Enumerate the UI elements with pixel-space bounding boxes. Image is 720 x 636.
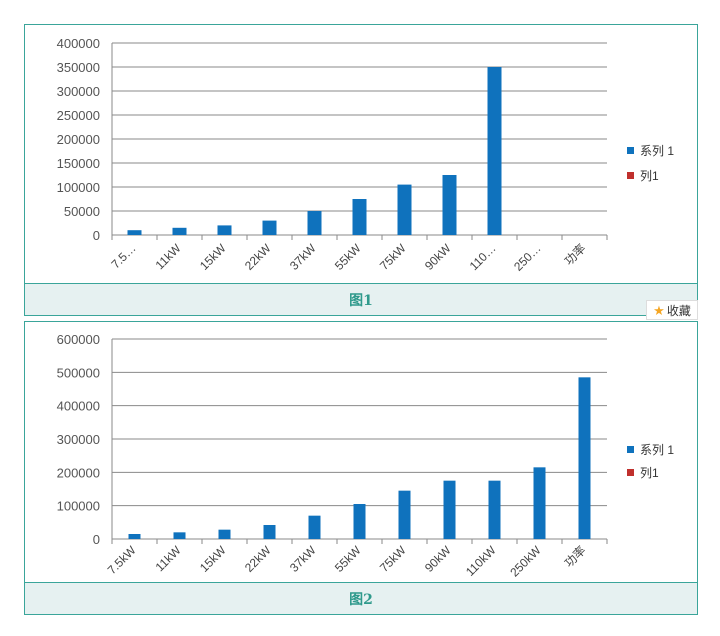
x-tick-label: 15kW [197,241,229,273]
bar-55kW [352,199,367,235]
x-tick-label: 90kW [422,543,454,575]
bar-chart-2: 0 100000 200000 300000 400000 500000 600000 7.5… [57,332,675,580]
legend-swatch [627,147,634,154]
bar-37kW [307,211,322,235]
x-tick-label: 11kW [153,241,184,272]
x-tick-label: 75kW [377,543,409,575]
figure-caption-2: 图2 [25,582,697,614]
bar-chart-1: 0 50000 100000 150000 200000 250000 300000 3500… [57,36,675,274]
bar-11kW [173,532,186,539]
y-tick-label: 200000 [57,132,100,147]
bar-15kW [218,529,231,539]
x-tick-label: 37kW [287,543,319,575]
y-tick-label: 150000 [57,156,100,171]
y-tick-label: 300000 [57,432,100,447]
x-tick-label: 7.5… [108,241,138,271]
bar-90kW [443,480,456,539]
x-tick-label: 7.5kW [105,543,139,577]
x-tick-label: 55kW [332,543,364,575]
chart-panel-2: 0 100000 200000 300000 400000 500000 600000 7.5… [24,321,698,615]
bar-11kW [172,227,187,235]
y-tick-label: 400000 [57,36,100,51]
y-tick-label: 0 [93,228,100,243]
x-tick-label: 功率 [561,241,589,269]
legend-label: 列1 [640,169,659,183]
y-tick-label: 400000 [57,399,100,414]
x-tick-label: 22kW [242,241,274,273]
legend-label: 系列 1 [640,144,674,158]
save-button[interactable]: ★ 收藏 [646,300,698,320]
legend: 系列 1 列1 [627,443,674,480]
x-tick-label: 75kW [377,241,409,273]
x-tick-label: 250… [511,241,544,274]
bar-55kW [353,504,366,539]
bar-15kW [217,225,232,235]
legend-swatch [627,469,634,476]
bar-250kW [533,467,546,539]
figure-caption-1: 图1 [25,283,697,315]
x-tick-label: 11kW [153,543,184,574]
legend-label: 系列 1 [640,443,674,457]
y-tick-label: 100000 [57,499,100,514]
x-tick-label: 22kW [242,543,274,575]
legend-swatch [627,446,634,453]
bar-37kW [308,515,321,539]
bar-110kW [488,480,501,539]
save-button-label: 收藏 [666,303,691,318]
y-tick-label: 350000 [57,60,100,75]
bar-7.5… [127,230,142,235]
y-tick-label: 100000 [57,180,100,195]
star-icon: ★ [653,302,665,318]
legend: 系列 1 列1 [627,144,674,183]
bar-功率 [578,377,591,539]
bar-22kW [263,525,276,539]
y-tick-label: 300000 [57,84,100,99]
bar-7.5kW [128,534,141,539]
bar-75kW [397,184,412,235]
x-tick-label: 110… [467,241,499,273]
y-tick-label: 200000 [57,465,100,480]
legend-swatch [627,172,634,179]
bar-75kW [398,490,411,539]
x-tick-label: 37kW [287,241,319,273]
y-tick-label: 600000 [57,332,100,347]
y-tick-label: 250000 [57,108,100,123]
legend-label: 列1 [640,466,659,480]
x-tick-label: 功率 [561,543,589,571]
x-tick-label: 15kW [197,543,229,575]
x-tick-label: 55kW [332,241,364,273]
y-tick-label: 50000 [64,204,100,219]
chart-panel-1: 0 50000 100000 150000 200000 250000 300000 3500… [24,24,698,316]
bar-110… [487,67,502,235]
bar-22kW [262,220,277,235]
y-tick-label: 0 [93,532,100,547]
x-tick-label: 90kW [422,241,454,273]
y-tick-label: 500000 [57,365,100,380]
x-tick-label: 110kW [463,543,499,579]
x-tick-label: 250kW [507,543,544,580]
bar-90kW [442,175,457,235]
